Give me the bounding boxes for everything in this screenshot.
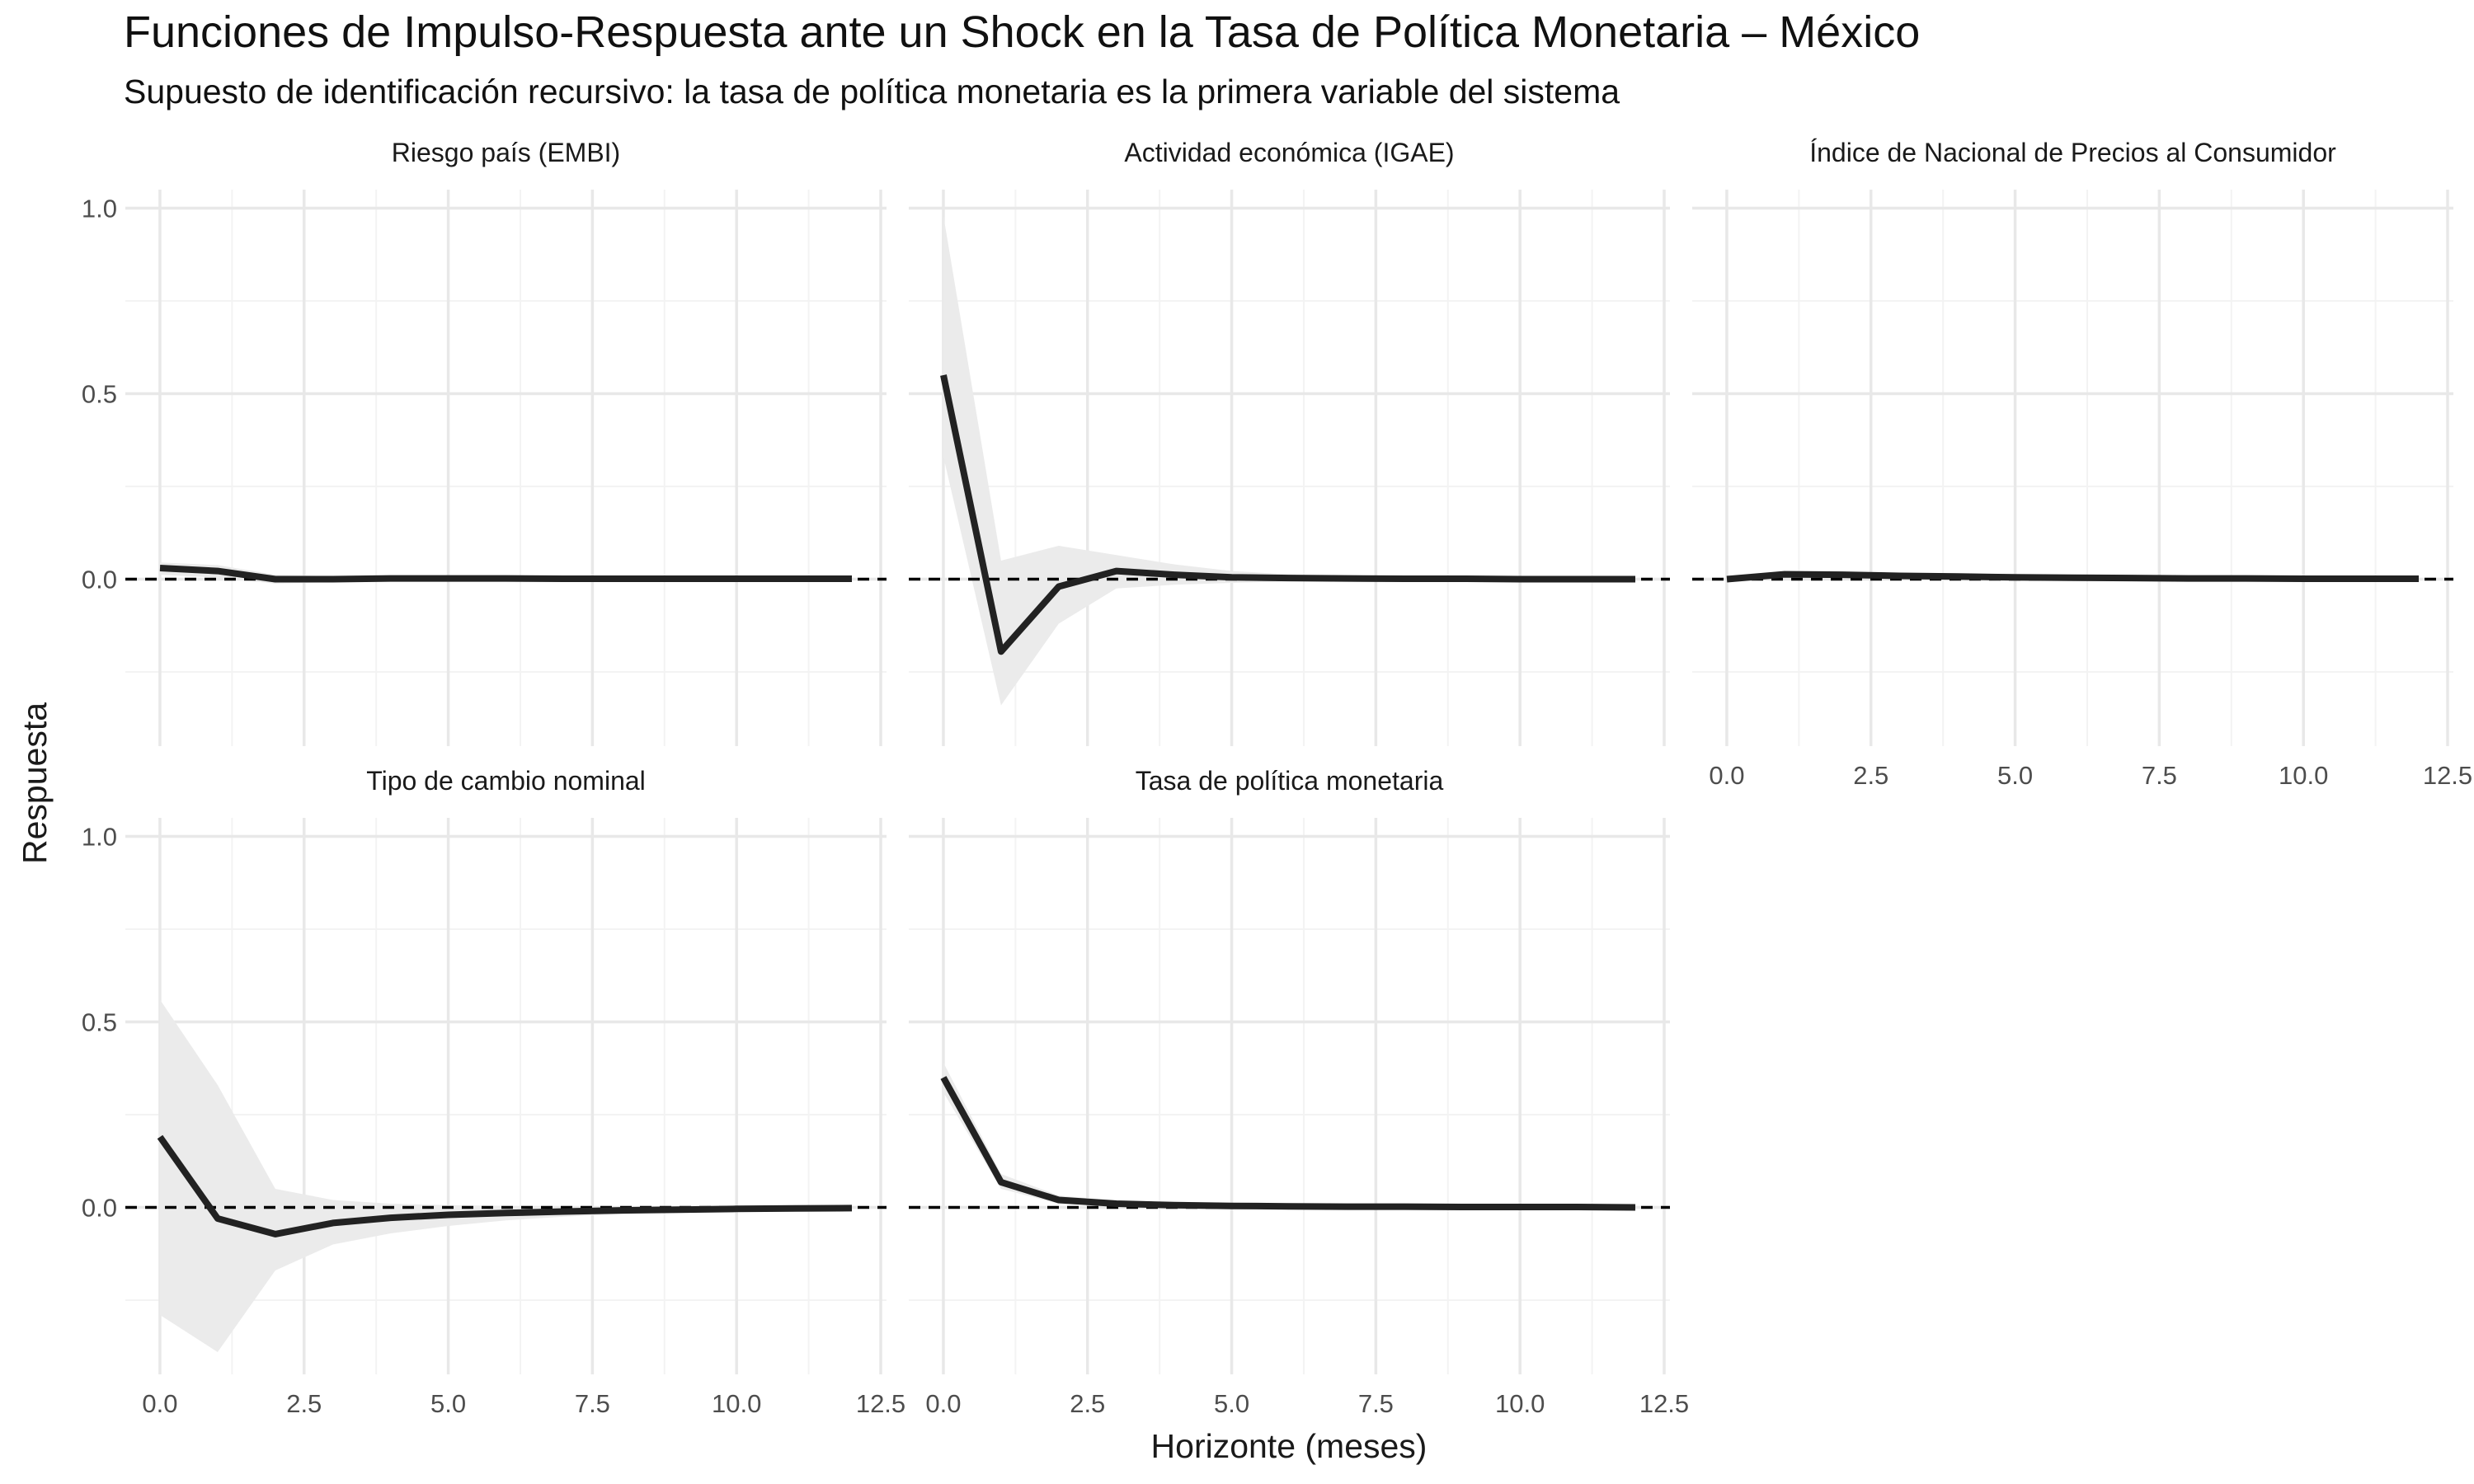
x-tick-label: 2.5 [286, 1389, 322, 1418]
facet-panel-5: Tasa de política monetaria 0.0 2.5 5.0 7.5 10… [909, 766, 1689, 1418]
confidence-band [943, 216, 1635, 706]
x-tick-label: 0.0 [142, 1389, 177, 1418]
facet-panel-3: Índice de Nacional de Precios al Consumi… [1692, 138, 2472, 790]
x-tick-label: 0.0 [1709, 761, 1744, 790]
y-tick-label: 0.5 [82, 1008, 117, 1037]
y-tick-label: 0.0 [82, 1194, 117, 1223]
x-tick-label: 12.5 [1639, 1389, 1689, 1418]
facet-panel-1: Riesgo país (EMBI) 0.0 0.5 1.0 [82, 138, 887, 746]
facet-title: Tasa de política monetaria [1136, 766, 1444, 796]
x-tick-label: 12.5 [2423, 761, 2472, 790]
y-tick-label: 0.5 [82, 380, 117, 409]
facet-panel-2: Actividad económica (IGAE) [909, 138, 1670, 746]
x-tick-label: 7.5 [575, 1389, 610, 1418]
facet-title: Riesgo país (EMBI) [392, 138, 620, 167]
x-tick-label: 0.0 [925, 1389, 961, 1418]
y-tick-label: 1.0 [82, 195, 117, 223]
x-tick-label: 2.5 [1070, 1389, 1105, 1418]
confidence-band [943, 1063, 1635, 1208]
x-tick-label: 2.5 [1853, 761, 1888, 790]
impulse-response-line [943, 1078, 1635, 1208]
y-axis-title: Respuesta [16, 702, 54, 864]
x-axis-title: Horizonte (meses) [1151, 1427, 1427, 1465]
facet-title: Índice de Nacional de Precios al Consumi… [1809, 138, 2336, 167]
facet-title: Tipo de cambio nominal [366, 766, 646, 796]
x-tick-label: 7.5 [1358, 1389, 1394, 1418]
x-tick-label: 5.0 [430, 1389, 466, 1418]
x-tick-label: 12.5 [856, 1389, 905, 1418]
x-tick-label: 10.0 [1495, 1389, 1545, 1418]
x-tick-label: 5.0 [1997, 761, 2033, 790]
confidence-band [160, 1000, 852, 1353]
x-tick-label: 10.0 [712, 1389, 761, 1418]
y-tick-label: 1.0 [82, 823, 117, 852]
facet-panel-4: Tipo de cambio nominal 0.0 0.5 1.0 0.0 2.5 5.0… [82, 766, 905, 1418]
x-tick-label: 10.0 [2279, 761, 2328, 790]
x-tick-label: 5.0 [1214, 1389, 1249, 1418]
facet-title: Actividad económica (IGAE) [1124, 138, 1454, 167]
x-tick-label: 7.5 [2142, 761, 2177, 790]
y-tick-label: 0.0 [82, 566, 117, 594]
